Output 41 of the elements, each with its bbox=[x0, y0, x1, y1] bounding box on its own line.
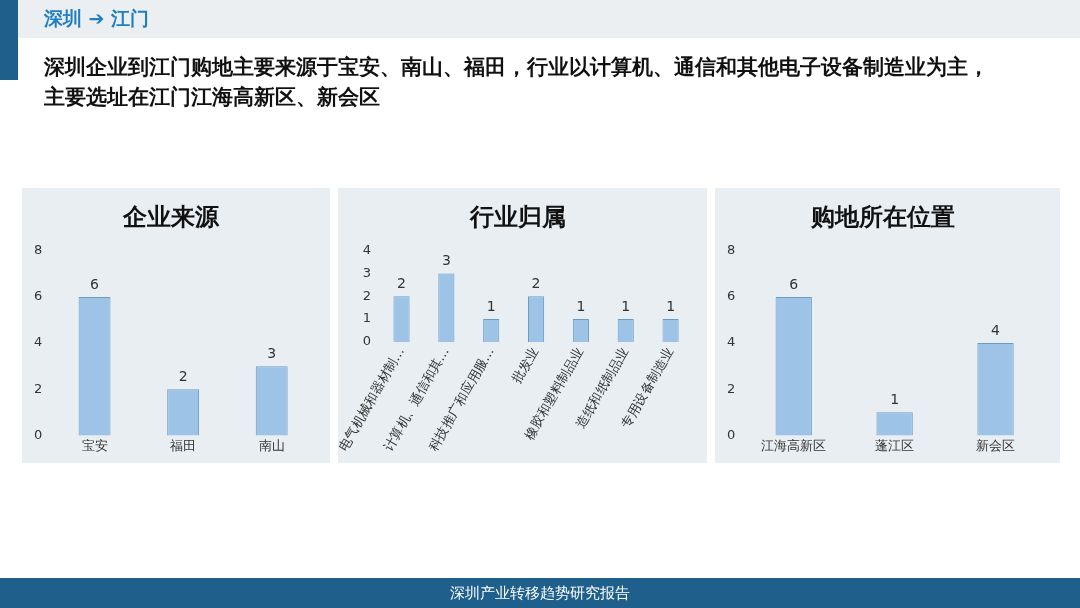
data-label: 1 bbox=[621, 297, 631, 314]
chart-title: 企业来源 bbox=[122, 202, 220, 231]
y-tick-label: 1 bbox=[362, 310, 372, 326]
x-tick-label: 南山 bbox=[258, 437, 285, 453]
text: 深圳产业转移趋势研究报告 bbox=[0, 578, 1080, 608]
text: 深圳 ➔ 江门 bbox=[44, 6, 150, 31]
data-label: 1 bbox=[890, 390, 900, 407]
data-label: 6 bbox=[789, 275, 799, 292]
y-tick-label: 3 bbox=[362, 264, 372, 280]
data-label: 2 bbox=[397, 274, 406, 291]
data-label: 6 bbox=[90, 275, 100, 292]
data-label: 1 bbox=[486, 297, 496, 314]
chart-title: 行业归属 bbox=[468, 202, 566, 231]
data-label: 4 bbox=[991, 321, 1001, 338]
y-tick-label: 8 bbox=[33, 242, 43, 258]
y-tick-label: 2 bbox=[726, 380, 736, 396]
y-tick-label: 0 bbox=[726, 426, 736, 442]
x-tick-label: 宝安 bbox=[81, 437, 108, 453]
y-tick-label: 2 bbox=[362, 287, 372, 303]
y-tick-label: 6 bbox=[33, 288, 43, 304]
y-tick-label: 0 bbox=[33, 426, 43, 442]
data-label: 2 bbox=[531, 274, 541, 291]
y-tick-label: 6 bbox=[726, 288, 736, 304]
data-label: 3 bbox=[267, 344, 277, 361]
data-label: 2 bbox=[178, 367, 188, 384]
x-tick-label: 福田 bbox=[170, 437, 197, 453]
y-tick-label: 0 bbox=[362, 333, 372, 349]
data-label: 1 bbox=[576, 297, 586, 314]
y-tick-label: 2 bbox=[33, 380, 43, 396]
data-label: 3 bbox=[441, 252, 451, 269]
x-tick-label: 江海高新区 bbox=[761, 437, 827, 453]
x-tick-label: 批发业 bbox=[509, 344, 542, 386]
y-tick-label: 4 bbox=[726, 334, 736, 350]
y-tick-label: 4 bbox=[33, 334, 43, 350]
y-tick-label: 4 bbox=[362, 242, 372, 258]
text: 深圳企业到江门购地主要来源于宝安、南山、福田，行业以计算机、通信和其他电子设备制造业为主，主要选址在江门江海高新区、新会区 bbox=[44, 54, 990, 111]
x-tick-label: 新会区 bbox=[976, 437, 1016, 453]
chart-title: 购地所在位置 bbox=[809, 202, 955, 231]
data-label: 1 bbox=[666, 297, 676, 314]
y-tick-label: 8 bbox=[726, 242, 736, 258]
x-tick-label: 蓬江区 bbox=[875, 437, 915, 453]
